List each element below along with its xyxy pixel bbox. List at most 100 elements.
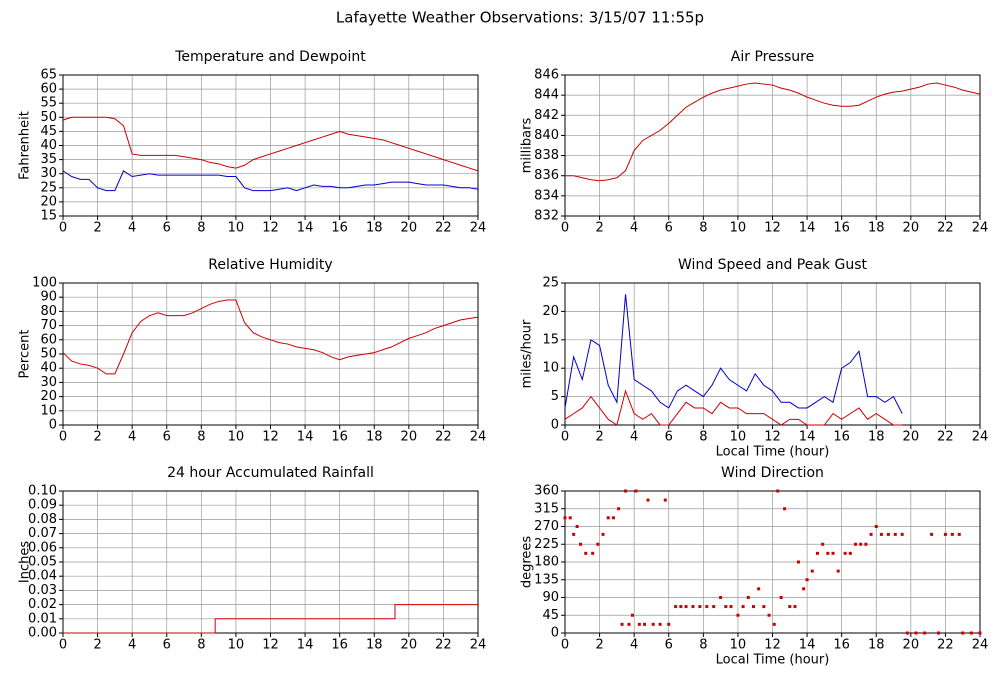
y-axis-label: miles/hour bbox=[520, 319, 535, 388]
x-tick-label: 22 bbox=[435, 430, 452, 445]
x-tick-label: 16 bbox=[833, 430, 850, 445]
data-line bbox=[62, 299, 479, 375]
chart-title: Air Pressure bbox=[731, 49, 814, 65]
data-point bbox=[905, 631, 909, 635]
plot-frame bbox=[564, 490, 981, 634]
data-point bbox=[900, 532, 904, 536]
x-tick-label: 12 bbox=[764, 430, 781, 445]
x-tick-label: 2 bbox=[595, 221, 603, 236]
data-point bbox=[767, 613, 771, 617]
data-point bbox=[879, 532, 883, 536]
data-point bbox=[611, 516, 615, 520]
data-point bbox=[674, 605, 678, 609]
chart-title: Temperature and Dewpoint bbox=[174, 49, 366, 65]
x-tick-label: 2 bbox=[93, 221, 101, 236]
y-tick-label: 838 bbox=[534, 148, 559, 163]
data-point bbox=[596, 542, 600, 546]
data-point bbox=[796, 560, 800, 564]
data-point bbox=[854, 542, 857, 546]
y-tick-label: 0.08 bbox=[28, 512, 57, 527]
y-tick-label: 0.01 bbox=[28, 611, 57, 626]
x-tick-label: 6 bbox=[665, 430, 673, 445]
data-point bbox=[646, 498, 650, 502]
y-tick-label: 45 bbox=[40, 124, 57, 139]
x-tick-label: 20 bbox=[401, 638, 418, 653]
x-tick-label: 20 bbox=[401, 221, 418, 236]
x-tick-label: 12 bbox=[764, 638, 781, 653]
data-point bbox=[802, 587, 806, 591]
y-tick-label: 832 bbox=[534, 209, 559, 224]
data-point bbox=[810, 569, 814, 573]
x-tick-label: 16 bbox=[833, 221, 850, 236]
data-point bbox=[793, 605, 797, 609]
y-tick-label: 35 bbox=[40, 152, 57, 167]
data-point bbox=[667, 622, 671, 626]
data-point bbox=[893, 532, 897, 536]
y-tick-label: 55 bbox=[40, 96, 57, 111]
x-tick-label: 4 bbox=[128, 430, 136, 445]
data-point bbox=[914, 631, 918, 635]
x-tick-label: 0 bbox=[561, 638, 569, 653]
x-tick-label: 4 bbox=[630, 430, 638, 445]
x-tick-label: 10 bbox=[228, 430, 245, 445]
x-tick-label: 18 bbox=[868, 638, 885, 653]
x-tick-label: 2 bbox=[93, 638, 101, 653]
data-point bbox=[572, 532, 576, 536]
x-tick-label: 2 bbox=[595, 430, 603, 445]
x-tick-label: 24 bbox=[470, 638, 487, 653]
data-point bbox=[705, 605, 709, 609]
data-point bbox=[826, 551, 830, 555]
data-point bbox=[869, 532, 873, 536]
y-tick-label: 60 bbox=[40, 332, 57, 347]
data-point bbox=[805, 578, 809, 582]
x-tick-label: 6 bbox=[163, 638, 171, 653]
data-point bbox=[624, 489, 628, 493]
y-tick-label: 842 bbox=[534, 108, 559, 123]
data-point bbox=[950, 532, 954, 536]
data-point bbox=[821, 542, 825, 546]
x-tick-label: 14 bbox=[799, 221, 816, 236]
y-tick-label: 15 bbox=[542, 332, 559, 347]
x-tick-label: 16 bbox=[331, 638, 348, 653]
x-tick-label: 0 bbox=[59, 638, 67, 653]
x-tick-label: 24 bbox=[470, 430, 487, 445]
plot-frame bbox=[564, 282, 981, 426]
data-point bbox=[776, 489, 780, 493]
y-tick-label: 40 bbox=[40, 361, 57, 376]
x-tick-label: 18 bbox=[366, 221, 383, 236]
data-point bbox=[783, 507, 787, 511]
y-tick-label: 0.10 bbox=[28, 484, 57, 499]
plot-frame bbox=[62, 74, 479, 217]
y-tick-label: 50 bbox=[40, 347, 57, 362]
data-point bbox=[772, 622, 776, 626]
y-tick-label: 25 bbox=[40, 180, 57, 195]
chart-title: 24 hour Accumulated Rainfall bbox=[167, 465, 374, 481]
y-tick-label: 20 bbox=[40, 194, 57, 209]
data-point bbox=[751, 605, 755, 609]
x-tick-label: 14 bbox=[799, 638, 816, 653]
x-tick-label: 16 bbox=[833, 638, 850, 653]
y-tick-label: 10 bbox=[542, 361, 559, 376]
x-tick-label: 20 bbox=[903, 430, 920, 445]
data-point bbox=[836, 569, 840, 573]
x-tick-label: 6 bbox=[163, 430, 171, 445]
data-point bbox=[719, 596, 723, 599]
x-axis-label: Local Time (hour) bbox=[716, 445, 830, 460]
data-point bbox=[584, 551, 588, 555]
data-point bbox=[831, 551, 835, 555]
y-tick-label: 0 bbox=[49, 418, 57, 433]
data-point bbox=[969, 631, 973, 635]
data-line bbox=[62, 170, 479, 192]
data-point bbox=[575, 525, 579, 528]
x-tick-label: 24 bbox=[972, 221, 989, 236]
y-tick-label: 90 bbox=[40, 290, 57, 305]
data-point bbox=[643, 622, 647, 626]
x-tick-label: 10 bbox=[730, 430, 747, 445]
plot-frame bbox=[564, 74, 981, 217]
data-point bbox=[630, 613, 634, 617]
y-axis-label: Inches bbox=[18, 541, 33, 583]
data-point bbox=[679, 605, 683, 609]
y-tick-label: 25 bbox=[542, 276, 559, 291]
data-line bbox=[564, 294, 903, 414]
